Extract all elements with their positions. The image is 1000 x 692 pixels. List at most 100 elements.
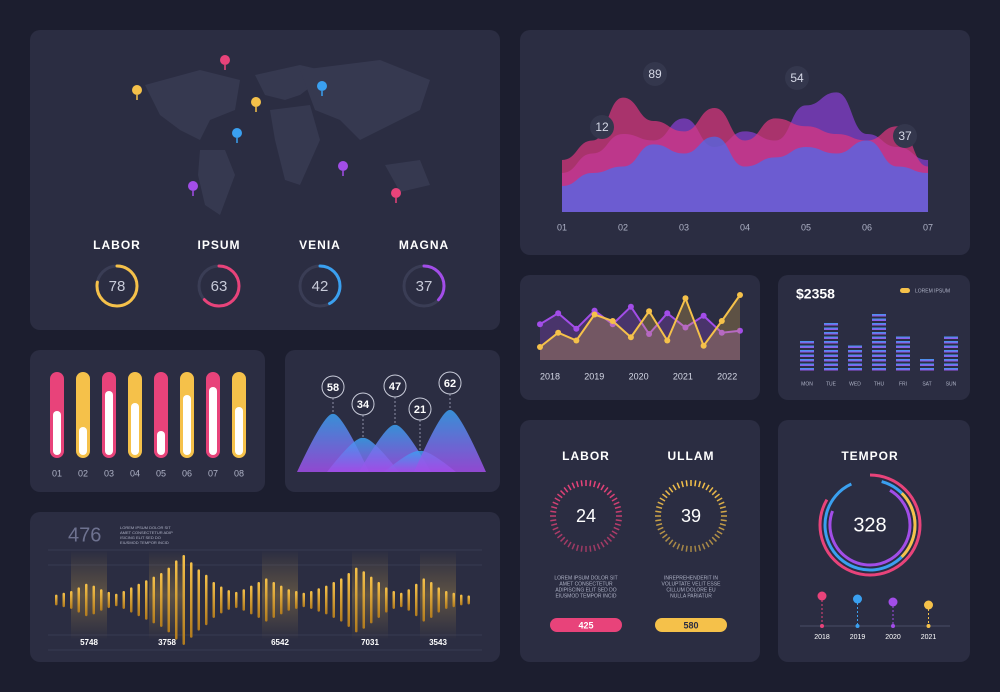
dial-tick: [661, 533, 668, 539]
eq-segment: [824, 368, 838, 371]
eq-segment: [944, 341, 958, 344]
year-label: 2019: [850, 634, 866, 641]
line-point: [646, 308, 653, 315]
legend-label: LOREM IPSUM: [915, 288, 950, 294]
map-pin: [220, 55, 230, 65]
bar: [131, 403, 139, 455]
dial-tick: [711, 536, 717, 542]
dial-text: AMET CONSECTETUR: [559, 581, 613, 587]
eq-segment: [872, 318, 886, 321]
audio-text: ISICING ELIT SED DO: [120, 535, 161, 540]
dial-tick: [571, 543, 576, 550]
dial-tick: [655, 510, 662, 513]
dial-tick: [600, 541, 605, 548]
peak-bubble: [590, 115, 614, 139]
eq-segment: [824, 345, 838, 348]
dial-tick: [701, 482, 706, 489]
audio-bar: [265, 578, 268, 622]
line-point: [664, 310, 671, 317]
line-point: [627, 303, 634, 310]
dial-tick: [554, 530, 561, 535]
audio-bar: [100, 589, 103, 611]
audio-bar: [317, 588, 320, 612]
eq-segment: [896, 341, 910, 344]
dial-tick: [596, 543, 601, 550]
line-point: [555, 310, 562, 317]
gauge-label: VENIA: [299, 238, 341, 252]
dial-tick: [657, 526, 664, 531]
audio-bar: [145, 580, 148, 620]
eq-segment: [824, 327, 838, 330]
bar: [157, 431, 165, 455]
dial-tick: [676, 543, 681, 550]
dial-value: 24: [576, 506, 596, 526]
dial-label: LABOR: [562, 449, 610, 463]
dial-tick: [665, 490, 671, 496]
dial-tick: [567, 541, 572, 548]
gauge-value: 78: [109, 278, 126, 295]
gauge-label: IPSUM: [197, 238, 240, 252]
dial-tick: [714, 493, 721, 499]
audio-text: AMET CONSECTETUR ADIP: [120, 530, 173, 535]
audio-bar: [385, 587, 388, 613]
x-tick-label: 01: [52, 468, 62, 478]
gauge-arc: [197, 264, 241, 308]
dial-tick: [711, 490, 717, 496]
eq-segment: [824, 336, 838, 339]
audio-bar: [392, 591, 395, 609]
audio-bar: [400, 592, 403, 608]
audio-label: 3543: [429, 638, 447, 647]
audio-bar: [235, 591, 238, 609]
eq-segment: [872, 368, 886, 371]
audio-bar: [422, 578, 425, 622]
dial-tick: [571, 482, 576, 489]
gauge-value: 42: [312, 278, 329, 295]
x-tick-label: 07: [923, 222, 933, 232]
audio-bar: [160, 573, 163, 627]
audio-label: 5748: [80, 638, 98, 647]
line-point: [682, 295, 689, 302]
audio-bar: [445, 591, 448, 609]
eq-segment: [944, 336, 958, 339]
dial-label: ULLAM: [668, 449, 715, 463]
dial-tick: [657, 501, 664, 506]
dial-tick: [589, 545, 592, 552]
dial-tick: [698, 544, 702, 551]
dial-tick: [615, 519, 622, 522]
audio-bar: [167, 567, 170, 633]
audio-bar: [272, 582, 275, 618]
dial-tick: [560, 490, 566, 496]
map-pin: [338, 161, 348, 171]
eq-segment: [872, 359, 886, 362]
dial-tick: [614, 505, 621, 509]
x-tick-label: 2019: [584, 371, 604, 381]
dial-tick: [563, 539, 569, 546]
audio-bar: [332, 582, 335, 618]
peak-label: 37: [898, 129, 912, 143]
audio-bar: [415, 583, 418, 617]
gauge-arc: [298, 264, 342, 308]
eq-segment: [872, 363, 886, 366]
mountain-label: 47: [389, 381, 401, 393]
eq-segment: [824, 359, 838, 362]
audio-bar: [122, 591, 125, 609]
audio-bar: [460, 594, 463, 606]
eq-segment: [872, 327, 886, 330]
dial-tick: [575, 481, 579, 488]
audio-bar: [430, 582, 433, 618]
line-panel: [520, 275, 760, 400]
dial-tick: [672, 484, 677, 491]
audio-bar: [182, 555, 185, 645]
dials-panel: [520, 420, 760, 662]
dial-tick: [606, 490, 612, 496]
eq-segment: [824, 363, 838, 366]
dial-tick: [609, 493, 616, 499]
eq-bar: [848, 345, 862, 371]
dial-tick: [615, 510, 622, 513]
x-tick-label: 2022: [717, 371, 737, 381]
line-point: [718, 329, 725, 336]
x-tick-label: 07: [208, 468, 218, 478]
pin-head: [853, 594, 862, 604]
eq-segment: [872, 350, 886, 353]
